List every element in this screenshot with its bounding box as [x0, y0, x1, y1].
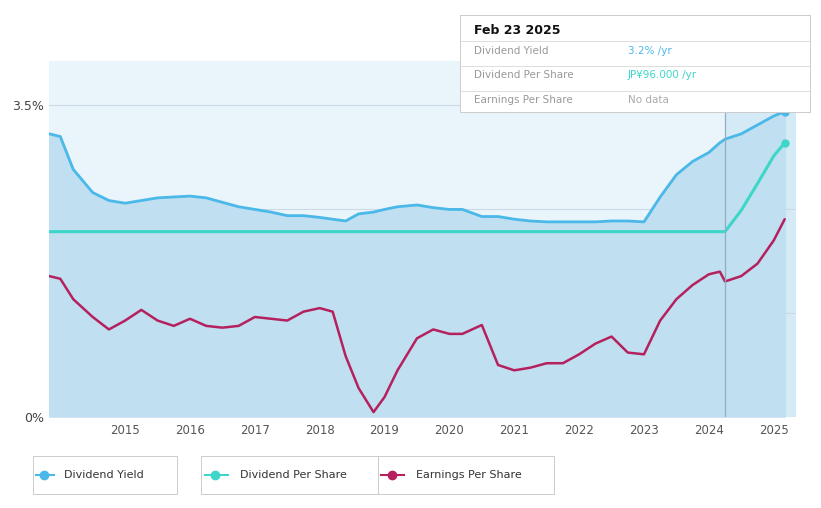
- Text: Past: Past: [697, 92, 721, 102]
- Text: No data: No data: [628, 94, 669, 105]
- Text: Feb 23 2025: Feb 23 2025: [474, 24, 561, 37]
- Text: Earnings Per Share: Earnings Per Share: [474, 94, 573, 105]
- Text: 3.2% /yr: 3.2% /yr: [628, 46, 672, 56]
- Text: Dividend Per Share: Dividend Per Share: [474, 70, 574, 80]
- Text: Dividend Yield: Dividend Yield: [474, 46, 548, 56]
- Text: Dividend Per Share: Dividend Per Share: [240, 470, 346, 480]
- Text: Dividend Yield: Dividend Yield: [65, 470, 144, 480]
- Text: JP¥96.000 /yr: JP¥96.000 /yr: [628, 70, 697, 80]
- Text: Earnings Per Share: Earnings Per Share: [416, 470, 522, 480]
- Bar: [725, 61, 810, 417]
